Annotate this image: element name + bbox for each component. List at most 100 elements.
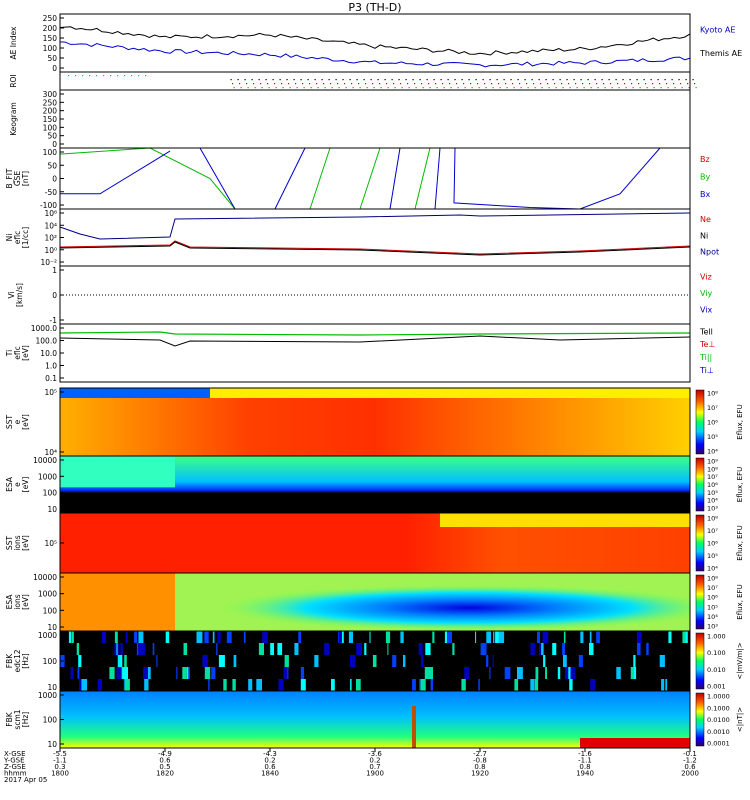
y-tick-label: 1 <box>52 266 57 275</box>
roi-dot <box>394 87 396 89</box>
footer-value: -2.7 <box>473 750 487 758</box>
roi-dot <box>615 79 617 81</box>
spectrogram-cell <box>76 643 80 655</box>
spectrogram-cell <box>300 667 305 679</box>
spectrogram-cell <box>486 655 489 667</box>
footer-value: -0.8 <box>473 757 487 765</box>
roi-dot <box>463 83 465 85</box>
footer-value: 1920 <box>471 770 489 778</box>
roi-dot <box>580 79 582 81</box>
npot-line <box>59 212 691 240</box>
roi-dot <box>513 87 515 89</box>
roi-dot <box>643 79 645 81</box>
y-tick-label: 1.0 <box>45 362 57 371</box>
roi-dot <box>594 79 596 81</box>
legend-entry: Bz <box>700 155 710 164</box>
roi-dot <box>372 83 374 85</box>
footer-row-label: X-GSE <box>4 750 26 758</box>
y-axis-label: [eV] <box>21 594 30 610</box>
spectrogram-cell <box>480 643 487 655</box>
colorbar <box>695 457 705 512</box>
spectrogram-cell <box>563 631 566 643</box>
colorbar-tick-label: 10⁴ <box>707 448 718 456</box>
roi-dot <box>422 87 424 89</box>
spectrogram-cell <box>109 667 115 679</box>
roi-dot <box>232 83 234 85</box>
roi-dot <box>331 87 333 89</box>
roi-dot <box>608 79 610 81</box>
y-axis-label: GSE <box>13 171 22 187</box>
roi-dot <box>342 79 344 81</box>
panel-fbk_e: 1000 100 10 FBK edc12 [Hz] 1.000 0.100 0.010 0.00… <box>5 630 744 692</box>
spectrogram-cell <box>243 631 246 643</box>
spectrogram-cell <box>256 679 262 691</box>
roi-dot <box>384 79 386 81</box>
legend-entry: Ti⊥ <box>699 366 714 375</box>
spectrogram-cell <box>569 679 573 691</box>
roi-dot <box>110 75 112 77</box>
y-tick-label: 10⁴ <box>44 448 57 457</box>
roi-dot <box>288 83 290 85</box>
y-axis-label: Ti <box>5 350 14 357</box>
roi-dot <box>688 87 690 89</box>
spectrogram-cell <box>562 643 565 655</box>
spectrogram-cell <box>284 655 289 667</box>
roi-dot <box>323 83 325 85</box>
ne-line <box>59 240 691 255</box>
roi-dot <box>117 75 119 77</box>
spectrogram-cell <box>364 643 367 655</box>
footer-date: 2017 Apr 05 <box>4 776 47 784</box>
b-field-trace <box>59 147 236 210</box>
spectrogram-cell <box>138 631 144 643</box>
legend-entry: Tell <box>699 327 713 336</box>
roi-dot <box>295 83 297 85</box>
y-tick-label: 1000 <box>38 631 57 640</box>
roi-dot <box>344 83 346 85</box>
y-tick-label: 10⁻² <box>40 258 57 267</box>
y-tick-label: 100 <box>43 716 58 725</box>
spectrogram-cell <box>570 667 576 679</box>
colorbar-tick-label: 10⁶ <box>707 540 718 548</box>
roi-dot <box>401 87 403 89</box>
spectrogram-cell <box>232 679 236 691</box>
roi-dot <box>247 87 249 89</box>
roi-dot <box>534 87 536 89</box>
spectrogram-cell <box>616 667 621 679</box>
roi-dot <box>272 79 274 81</box>
roi-dot <box>400 83 402 85</box>
roi-dot <box>443 87 445 89</box>
y-axis-label: B_FIT <box>5 168 14 188</box>
spectrogram-cell <box>385 631 391 643</box>
roi-dot <box>660 87 662 89</box>
y-tick-label: 300 <box>43 90 58 99</box>
footer-value: 0.2 <box>264 757 275 765</box>
roi-dot <box>526 83 528 85</box>
spectrogram-cell <box>444 631 448 643</box>
spectrogram-cell <box>233 655 237 667</box>
roi-dot <box>692 79 694 81</box>
roi-dot <box>281 83 283 85</box>
roi-dot <box>520 87 522 89</box>
y-axis-label: ESA <box>5 476 14 492</box>
spectrogram-cell <box>489 667 491 679</box>
colorbar-label: <|mV/m|> <box>736 642 744 679</box>
roi-dot <box>603 83 605 85</box>
legend-entry: Themis AE <box>699 49 742 58</box>
y-tick-label: 250 <box>43 98 58 107</box>
roi-dot <box>75 75 77 77</box>
colorbar-tick-label: 0.0100 <box>707 716 730 724</box>
y-axis-label: [eV] <box>21 345 30 361</box>
spectrogram-cell <box>530 679 535 691</box>
footer-value: -1.2 <box>683 757 697 765</box>
spectrogram-cell <box>590 679 596 691</box>
y-tick-label: 10000 <box>33 573 57 582</box>
roi-dot <box>429 87 431 89</box>
roi-dot <box>230 79 232 81</box>
colorbar-tick-label: 10⁶ <box>707 419 718 427</box>
roi-dot <box>639 87 641 89</box>
footer-value: -4.9 <box>158 750 172 758</box>
spectrogram-cell <box>196 631 203 643</box>
spectrogram-cell <box>486 631 491 643</box>
b-field-trace <box>434 147 441 210</box>
spectrogram-cell <box>218 655 225 667</box>
